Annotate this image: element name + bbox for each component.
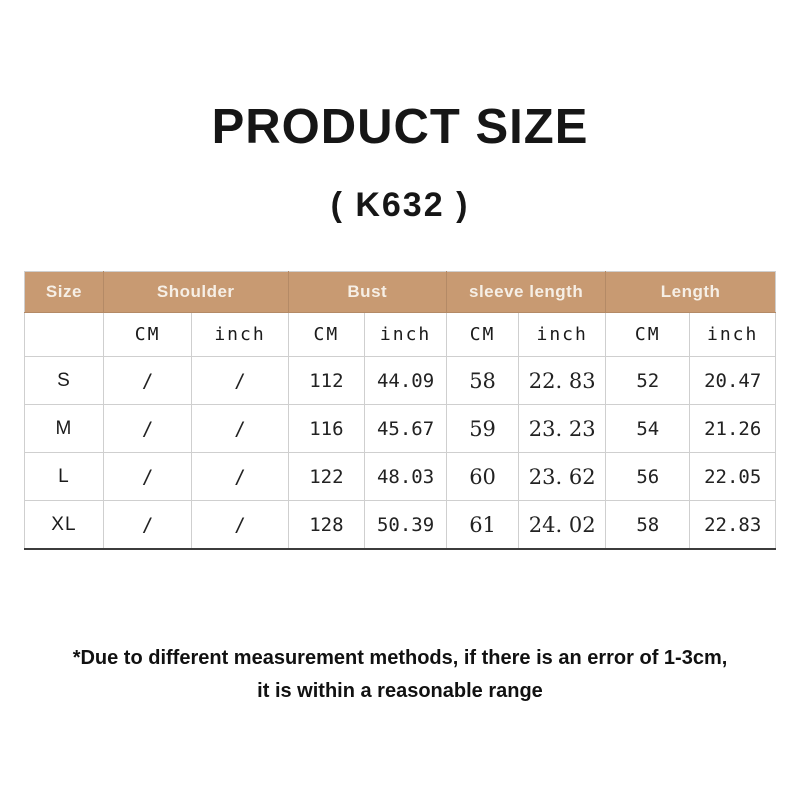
column-header-sleeve-length: sleeve length	[446, 271, 607, 313]
product-code: ( K632 )	[330, 186, 470, 224]
shoulder-cm-value: /	[102, 500, 193, 550]
bust-cm-value: 128	[287, 500, 366, 550]
unit-header-row: CM inch CM inch CM inch CM inch	[24, 312, 776, 357]
page-title: PRODUCT SIZE	[211, 100, 589, 154]
shoulder-inch-value: /	[191, 356, 289, 405]
bust-inch-value: 45.67	[364, 404, 448, 453]
size-label: S	[24, 356, 104, 405]
sleeve-cm-value: 60	[446, 452, 520, 501]
unit-header-shoulder-inch: inch	[191, 312, 289, 357]
length-cm-value: 54	[605, 404, 691, 453]
measurement-disclaimer: *Due to different measurement methods, i…	[0, 642, 800, 708]
size-label: L	[24, 452, 104, 501]
shoulder-inch-value: /	[191, 404, 289, 453]
bust-cm-value: 116	[287, 404, 366, 453]
bust-inch-value: 50.39	[364, 500, 448, 550]
size-label: M	[24, 404, 104, 453]
sleeve-inch-value: 23. 23	[518, 404, 607, 453]
bust-inch-value: 48.03	[364, 452, 448, 501]
disclaimer-line-1: *Due to different measurement methods, i…	[72, 647, 728, 669]
bust-cm-value: 122	[287, 452, 366, 501]
sleeve-cm-value: 58	[446, 356, 520, 405]
sleeve-cm-value: 59	[446, 404, 520, 453]
unit-header-sleeve-cm: CM	[446, 312, 520, 357]
table-row-s: S / / 112 44.09 58 22. 83 52 20.47	[24, 356, 776, 405]
bust-cm-value: 112	[287, 356, 366, 405]
column-header-bust: Bust	[287, 271, 448, 313]
disclaimer-line-2: it is within a reasonable range	[257, 680, 543, 702]
length-cm-value: 52	[605, 356, 691, 405]
unit-header-bust-cm: CM	[287, 312, 366, 357]
sleeve-inch-value: 24. 02	[518, 500, 607, 550]
unit-header-empty	[24, 312, 104, 357]
length-inch-value: 22.83	[689, 500, 776, 550]
shoulder-inch-value: /	[191, 452, 289, 501]
unit-header-sleeve-inch: inch	[518, 312, 607, 357]
size-table: Size Shoulder Bust sleeve length Length …	[24, 271, 776, 550]
column-header-length: Length	[605, 271, 776, 313]
unit-header-shoulder-cm: CM	[102, 312, 193, 357]
table-row-l: L / / 122 48.03 60 23. 62 56 22.05	[24, 452, 776, 501]
column-header-size: Size	[24, 271, 104, 313]
shoulder-cm-value: /	[102, 356, 193, 405]
length-inch-value: 20.47	[689, 356, 776, 405]
length-inch-value: 21.26	[689, 404, 776, 453]
length-inch-value: 22.05	[689, 452, 776, 501]
shoulder-cm-value: /	[102, 452, 193, 501]
table-row-m: M / / 116 45.67 59 23. 23 54 21.26	[24, 404, 776, 453]
sleeve-inch-value: 23. 62	[518, 452, 607, 501]
table-row-xl: XL / / 128 50.39 61 24. 02 58 22.83	[24, 500, 776, 550]
bust-inch-value: 44.09	[364, 356, 448, 405]
unit-header-length-cm: CM	[605, 312, 691, 357]
shoulder-inch-value: /	[191, 500, 289, 550]
table-header-row: Size Shoulder Bust sleeve length Length	[24, 271, 776, 313]
length-cm-value: 58	[605, 500, 691, 550]
shoulder-cm-value: /	[102, 404, 193, 453]
length-cm-value: 56	[605, 452, 691, 501]
unit-header-length-inch: inch	[689, 312, 776, 357]
sleeve-cm-value: 61	[446, 500, 520, 550]
size-label: XL	[24, 500, 104, 550]
column-header-shoulder: Shoulder	[102, 271, 289, 313]
sleeve-inch-value: 22. 83	[518, 356, 607, 405]
unit-header-bust-inch: inch	[364, 312, 448, 357]
